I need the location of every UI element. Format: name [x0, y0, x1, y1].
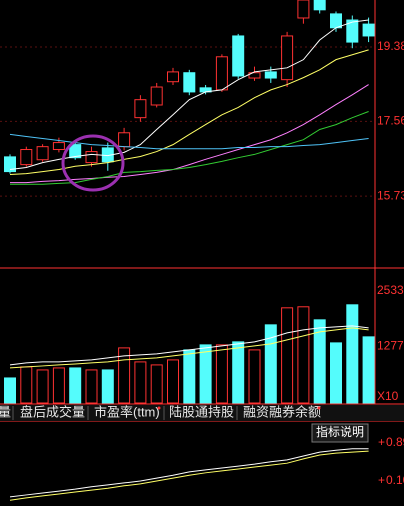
- line: [9, 19, 369, 171]
- y-tick-label: 15.73: [377, 188, 404, 202]
- candle-body: [52, 142, 65, 151]
- y-tick-label: 0.10: [386, 473, 404, 487]
- candle-body: [183, 72, 196, 93]
- line: [9, 49, 369, 175]
- volume-bar: [330, 342, 342, 404]
- tick-marker: +: [378, 473, 385, 487]
- volume-bar: [101, 369, 114, 404]
- line: [9, 133, 369, 150]
- volume-bar: [297, 306, 310, 404]
- candle-body: [4, 156, 16, 173]
- tab[interactable]: 融资融券余额: [243, 404, 321, 419]
- candle-body: [85, 151, 98, 164]
- y-tick-label: 19.38: [377, 39, 404, 53]
- volume-bar: [264, 324, 277, 404]
- volume-bar: [199, 344, 212, 404]
- indicator-button[interactable]: [311, 423, 369, 443]
- candle-body: [346, 19, 359, 43]
- volume-bar: [313, 319, 326, 404]
- volume-bar: [52, 367, 65, 404]
- volume-bar: [69, 367, 82, 404]
- candle-body: [313, 0, 326, 11]
- volume-bar: [346, 304, 359, 404]
- y-tick-label: 2533: [377, 283, 404, 297]
- volume-bar: [362, 336, 375, 404]
- volume-bar: [281, 307, 294, 404]
- line: [9, 325, 369, 366]
- volume-bar: [150, 364, 163, 404]
- line: [9, 448, 369, 498]
- line: [9, 327, 369, 369]
- line: [9, 450, 369, 501]
- volume-bar: [36, 369, 49, 404]
- volume-bar: [20, 366, 33, 404]
- badge-dot: [317, 406, 321, 410]
- candle-body: [297, 0, 310, 19]
- tab[interactable]: 市盈率(ttm): [94, 404, 160, 419]
- candle-body: [118, 132, 131, 148]
- tab[interactable]: 量: [0, 404, 11, 419]
- tick-marker: +: [378, 435, 385, 449]
- line: [10, 111, 369, 185]
- volume-bar: [4, 377, 16, 404]
- candle-body: [248, 72, 261, 79]
- volume-bar: [167, 359, 179, 404]
- candle-body: [215, 56, 228, 91]
- candle-body: [134, 99, 147, 119]
- candle-body: [264, 71, 277, 79]
- highlight-circle: [61, 134, 125, 192]
- volume-bar: [118, 347, 131, 404]
- tab[interactable]: 盘后成交量: [20, 404, 85, 419]
- volume-bar: [85, 369, 98, 404]
- volume-bar: [183, 349, 196, 404]
- y-tick-label: 0.89: [386, 435, 404, 449]
- unit-label: X10: [377, 389, 399, 403]
- volume-bar: [134, 361, 147, 404]
- indicator-button-label[interactable]: 指标说明: [316, 424, 364, 439]
- tab[interactable]: 陆股通持股: [169, 404, 234, 419]
- candle-body: [150, 86, 163, 106]
- candle-body: [232, 35, 245, 77]
- volume-bar: [232, 341, 245, 404]
- volume-bar: [248, 349, 261, 404]
- candle-body: [362, 23, 375, 37]
- candle-body: [20, 149, 33, 166]
- candle-body: [36, 146, 49, 161]
- tab-bar: [0, 405, 404, 421]
- candle-body: [281, 35, 294, 81]
- volume-bar: [215, 344, 228, 404]
- candle-body: [167, 71, 179, 83]
- candle-body: [69, 144, 82, 159]
- badge-dot: [157, 406, 161, 410]
- candle-body: [330, 13, 342, 29]
- y-tick-label: 1277: [377, 339, 404, 353]
- y-tick-label: 17.56: [377, 114, 404, 128]
